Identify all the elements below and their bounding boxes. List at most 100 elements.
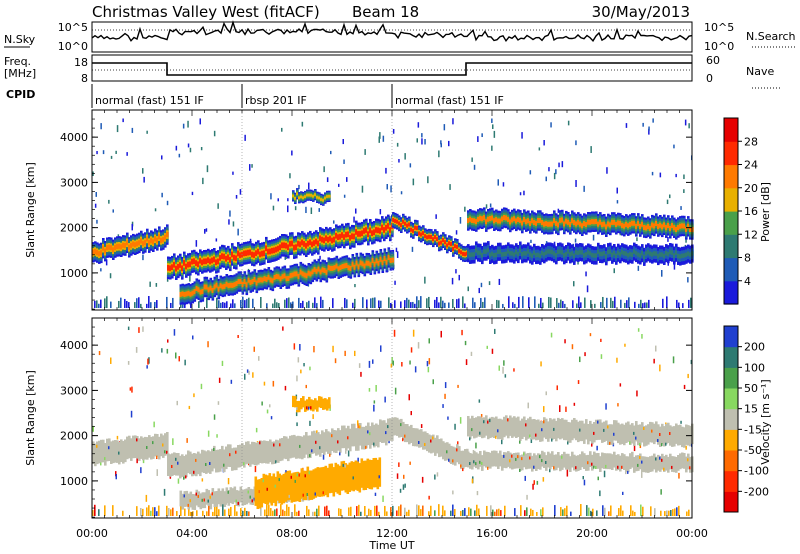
power-cell (279, 244, 282, 251)
velocity-cell (183, 491, 187, 507)
noise-cell (624, 302, 626, 308)
scatter-cell (410, 411, 412, 416)
power-cell (311, 241, 314, 248)
velocity-cell (239, 486, 243, 503)
power-cell (549, 249, 552, 254)
velocity-cell (577, 455, 580, 471)
velocity-cell (400, 418, 403, 437)
power-cell (305, 242, 308, 249)
power-cell (469, 252, 472, 258)
velocity-cell (201, 498, 203, 502)
power-cell (171, 264, 174, 270)
velocity-cell (195, 458, 197, 462)
y-tick-label: 4000 (60, 339, 88, 352)
noise-cell (288, 506, 290, 516)
velocity-cell (351, 423, 354, 447)
power-cell (567, 219, 570, 225)
scatter-cell (683, 189, 685, 193)
velocity-cell (249, 495, 251, 499)
velocity-cell (321, 430, 324, 453)
velocity-cell (531, 455, 534, 472)
noise-cell (260, 504, 262, 516)
noise-cell (224, 509, 226, 516)
scatter-cell (401, 362, 403, 367)
power-cell (269, 248, 272, 255)
noise-cell (422, 505, 424, 516)
scatter-cell (148, 357, 150, 364)
freq-trace (92, 62, 692, 76)
scatter-cell (461, 329, 463, 336)
noise-cell (390, 507, 392, 516)
y-tick-label: 3000 (60, 176, 88, 189)
velocity-cell (329, 453, 331, 457)
power-cell (191, 290, 195, 296)
power-cell (247, 277, 251, 283)
noise-cell (198, 301, 200, 308)
scatter-cell (494, 328, 496, 334)
power-cell (351, 233, 354, 240)
scatter-cell (412, 329, 415, 337)
velocity-cell (487, 452, 490, 468)
noise-cell (632, 510, 634, 516)
velocity-cell (537, 453, 540, 470)
power-cell (467, 250, 470, 256)
power-cell (317, 266, 321, 272)
scatter-cell (548, 167, 550, 172)
power-cell (687, 251, 690, 256)
velocity-cell (292, 472, 296, 502)
velocity-cell (352, 476, 354, 480)
scatter-cell (486, 345, 488, 349)
velocity-cell (264, 474, 268, 504)
power-cell (458, 248, 461, 253)
velocity-cell (306, 406, 308, 410)
scatter-cell (399, 488, 402, 493)
colorbar-tick-label: -100 (744, 465, 769, 478)
scatter-cell (244, 373, 246, 380)
scatter-cell (394, 280, 396, 285)
noise-cell (232, 299, 234, 308)
power-cell (557, 249, 560, 255)
x-axis-label: Time UT (368, 539, 414, 552)
velocity-cell (320, 467, 324, 497)
power-cell (529, 252, 532, 257)
velocity-cell (418, 441, 420, 444)
scatter-cell (524, 475, 526, 481)
velocity-cell (136, 436, 139, 459)
velocity-cell (336, 464, 340, 494)
velocity-cell (473, 460, 475, 464)
velocity-cell (591, 462, 593, 466)
power-cell (231, 282, 235, 288)
power-cell (322, 198, 325, 202)
noise-cell (362, 297, 364, 308)
power-cell (379, 256, 383, 262)
noise-cell (418, 300, 420, 308)
noise-cell (388, 297, 390, 308)
velocity-cell (344, 463, 348, 493)
power-cell (201, 259, 204, 266)
noise-cell (514, 303, 516, 308)
velocity-cell (342, 460, 346, 491)
velocity-cell (96, 441, 99, 465)
power-cell (321, 236, 324, 243)
power-cell (631, 220, 634, 226)
scatter-cell (380, 345, 382, 352)
scatter-cell (189, 275, 191, 282)
velocity-cell (199, 453, 202, 477)
power-cell (671, 223, 674, 229)
velocity-cell (635, 421, 638, 442)
scatter-cell (659, 364, 661, 372)
velocity-cell (587, 424, 590, 445)
velocity-cell (181, 493, 185, 510)
velocity-cell (245, 492, 247, 496)
scatter-cell (600, 354, 603, 359)
velocity-cell (679, 424, 682, 446)
velocity-cell (249, 444, 252, 467)
power-cell (110, 245, 113, 251)
scatter-cell (543, 406, 545, 413)
velocity-cell (529, 456, 531, 460)
noise-cell (242, 510, 244, 516)
noise-cell (620, 299, 622, 308)
noise-cell (398, 506, 400, 516)
velocity-cell (148, 435, 151, 458)
noise-cell (548, 296, 550, 308)
